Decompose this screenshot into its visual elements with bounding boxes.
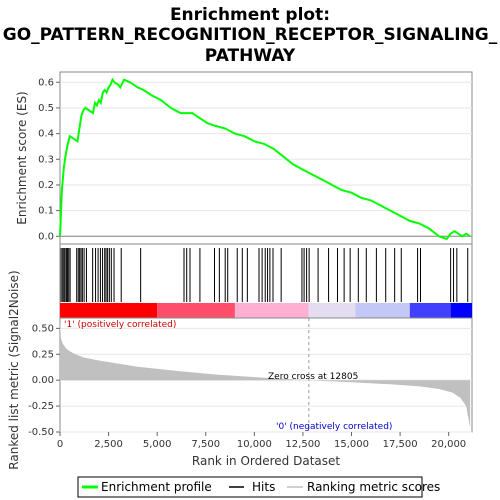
chart-title-line-1: Enrichment plot: [170,5,330,25]
legend-ranking-metric-scores: Ranking metric scores [307,480,440,494]
legend: Enrichment profile Hits Ranking metric s… [77,476,440,498]
es-tick-label: 0.2 [38,180,54,191]
legend-enrichment-profile: Enrichment profile [101,480,212,494]
metric-y-ticks: 0.50 0.25 0.00 -0.25 -0.50 [28,323,60,438]
color-bar-segment [157,303,235,318]
x-tick-label: 5,000 [143,439,172,450]
es-tick-label: 0.6 [38,77,54,88]
x-tick-label: 12,500 [285,439,320,450]
negative-correlation-label: '0' (negatively correlated) [276,422,392,432]
positive-correlation-label: '1' (positively correlated) [64,320,176,330]
x-tick-label: 0 [57,439,63,450]
color-bar-segment [450,303,472,318]
chart-title-line-3: PATHWAY [205,46,296,66]
x-tick-label: 17,500 [383,439,418,450]
color-bar-segment [234,303,309,318]
es-tick-label: 0.4 [38,129,54,140]
legend-frame [77,476,423,498]
hit-markers [60,248,469,302]
x-tick-label: 15,000 [334,439,369,450]
color-bar-segment [409,303,451,318]
legend-hits: Hits [252,480,275,494]
color-bar-segment [60,303,158,318]
chart-title-line-2: GO_PATTERN_RECOGNITION_RECEPTOR_SIGNALIN… [3,25,498,45]
enrichment-profile-line [59,77,471,241]
x-tick-label: 20,000 [431,439,466,450]
es-tick-label: 0.1 [38,206,54,217]
x-tick-label: 10,000 [237,439,272,450]
ranking-metric-area [60,321,471,428]
metric-tick-label: 0.25 [32,349,54,360]
metric-y-axis-label: Ranked list metric (Signal2Noise) [7,270,21,469]
zero-cross-label: Zero cross at 12805 [268,372,358,382]
es-y-axis-label: Enrichment score (ES) [15,91,29,224]
x-axis-ticks: 0 2,500 5,000 7,500 10,000 12,500 15,000 17,500… [57,432,466,450]
es-tick-label: 0.3 [38,154,54,165]
metric-tick-label: 0.00 [32,375,54,386]
correlation-color-bar [60,303,472,318]
metric-tick-label: -0.50 [28,427,54,438]
metric-tick-label: -0.25 [28,401,54,412]
x-tick-label: 2,500 [94,439,123,450]
color-bar-segment [355,303,410,318]
x-tick-label: 7,500 [191,439,220,450]
color-bar-segment [308,303,356,318]
metric-tick-label: 0.50 [32,323,54,334]
es-tick-label: 0.0 [38,231,54,242]
metric-gridlines [60,327,472,433]
es-panel-frame [59,71,473,245]
es-tick-label: 0.5 [38,103,54,114]
es-y-ticks: 0.0 0.1 0.2 0.3 0.4 0.5 0.6 [38,77,60,242]
x-axis-label: Rank in Ordered Dataset [192,454,340,468]
